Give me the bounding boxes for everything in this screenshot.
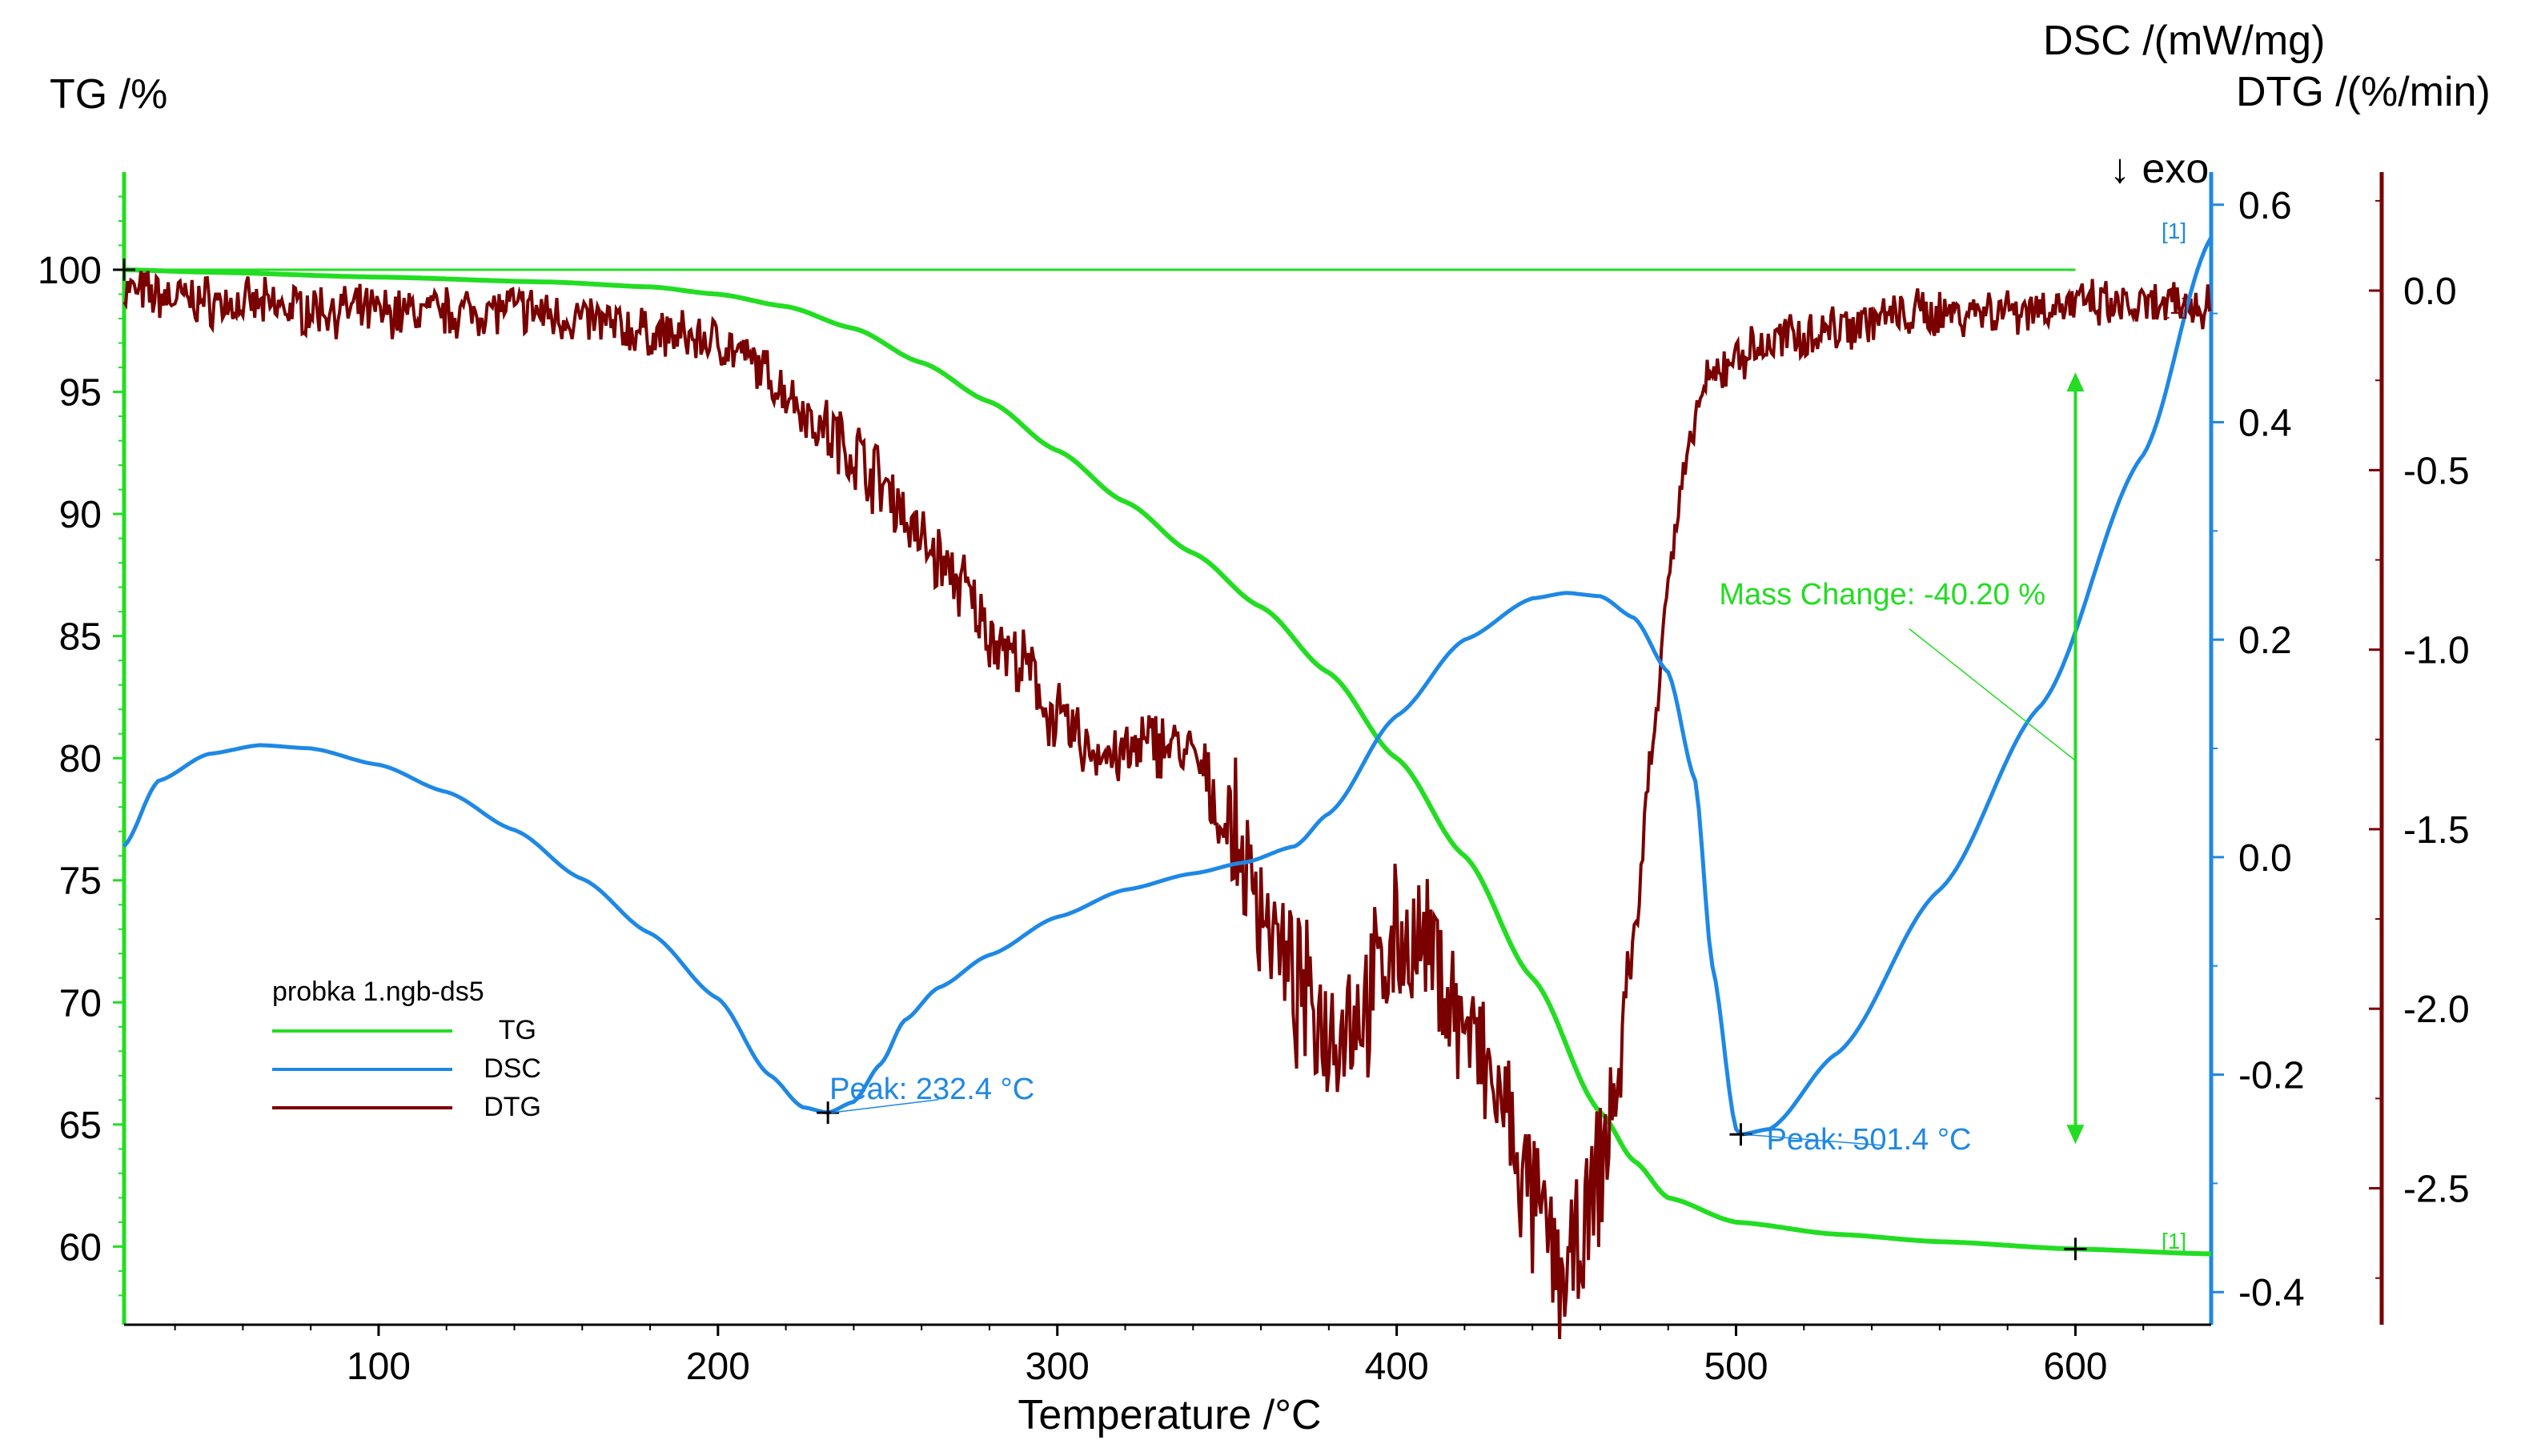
mass-change-marker: Mass Change: -40.20 % (1719, 372, 2085, 1145)
tick-layer: 100 200 300 400 500 600 100 95 90 85 80 75 70 65 60 0.6… (38, 185, 2470, 1388)
dtg-tick-label-0: 0.0 (2403, 271, 2457, 313)
legend-title: probka 1.ngb-ds5 (272, 977, 484, 1007)
tg-tick-label-1: 95 (59, 372, 102, 415)
mass-change-leader (1909, 628, 2076, 761)
dsc-curve-tag: [1] (2162, 219, 2186, 243)
exo-indicator: ↓ exo (2109, 146, 2209, 192)
dtg-tick-label-5: -2.5 (2403, 1169, 2470, 1211)
dtg-axis-title: DTG /(%/min) (2236, 69, 2491, 115)
tg-tick-label-2: 90 (59, 494, 102, 536)
dsc-tick-label-1: 0.4 (2238, 402, 2292, 444)
dsc-tick-label-2: 0.2 (2238, 620, 2292, 662)
x-tick-label-2: 300 (1026, 1346, 1090, 1388)
dsc-tick-label-5: -0.4 (2238, 1272, 2305, 1314)
tg-tick-label-8: 60 (59, 1226, 102, 1269)
x-tick-label-3: 400 (1365, 1346, 1429, 1388)
legend-label-tg: TG (499, 1015, 536, 1045)
peak-1-marker: Peak: 232.4 °C (817, 1073, 1034, 1125)
dsc-axis-title: DSC /(mW/mg) (2043, 18, 2325, 64)
tg-tick-label-4: 80 (59, 738, 102, 780)
legend-label-dtg: DTG (484, 1092, 541, 1122)
peak-2-label: Peak: 501.4 °C (1766, 1123, 1971, 1157)
dsc-tick-label-4: -0.2 (2238, 1055, 2305, 1097)
mass-change-arrow-head-bottom (2066, 1125, 2085, 1145)
dtg-curve (122, 269, 2212, 1339)
tg-tick-label-0: 100 (38, 250, 102, 292)
peak-1-leader (831, 1099, 939, 1113)
tg-start-crosshair (113, 259, 135, 282)
x-tick-label-5: 600 (2043, 1346, 2107, 1388)
tg-tick-label-7: 65 (59, 1105, 102, 1147)
tg-tick-label-5: 75 (59, 860, 102, 903)
tg-end-crosshair (2064, 1237, 2087, 1261)
legend-label-dsc: DSC (484, 1053, 541, 1084)
dsc-curve (122, 236, 2214, 1137)
tg-curve (123, 267, 2212, 1257)
dtg-tick-label-4: -2.0 (2403, 989, 2470, 1031)
tg-axis-title: TG /% (50, 71, 167, 118)
dtg-tick-label-1: -0.5 (2403, 450, 2470, 492)
tg-tick-label-6: 70 (59, 982, 102, 1025)
x-tick-label-0: 100 (347, 1346, 411, 1388)
tg-curve-tag: [1] (2162, 1229, 2186, 1253)
x-axis-title: Temperature /°C (1018, 1392, 1321, 1438)
dtg-tick-label-3: -1.5 (2403, 809, 2470, 852)
dtg-tick-label-2: -1.0 (2403, 630, 2470, 672)
tg-tick-label-3: 85 (59, 616, 102, 659)
dsc-tick-label-0: 0.6 (2238, 185, 2292, 227)
peak-1-label: Peak: 232.4 °C (829, 1073, 1034, 1106)
x-tick-label-4: 500 (1704, 1346, 1768, 1388)
mass-change-label: Mass Change: -40.20 % (1719, 578, 2045, 612)
dtg-curve-tag: [1] (2163, 294, 2188, 319)
mass-change-arrow-head-top (2066, 372, 2085, 392)
peak-2-marker: Peak: 501.4 °C (1729, 1123, 1972, 1157)
dsc-tick-label-3: 0.0 (2238, 837, 2292, 880)
legend: probka 1.ngb-ds5 TG DSC DTG (272, 977, 541, 1122)
x-tick-label-1: 200 (686, 1346, 750, 1388)
peak-2-leader (1744, 1133, 1882, 1146)
